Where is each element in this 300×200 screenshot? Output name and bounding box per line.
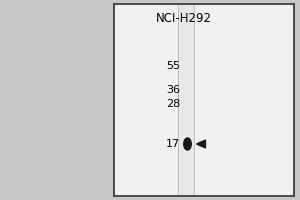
Bar bbox=[114, 4, 294, 196]
Text: 17: 17 bbox=[166, 139, 180, 149]
Text: 36: 36 bbox=[166, 85, 180, 95]
Polygon shape bbox=[196, 140, 206, 148]
Text: 55: 55 bbox=[166, 61, 180, 71]
Bar bbox=[178, 4, 194, 196]
Text: NCI-H292: NCI-H292 bbox=[156, 11, 212, 24]
Ellipse shape bbox=[184, 138, 191, 150]
Bar bbox=[114, 4, 294, 196]
Text: 28: 28 bbox=[166, 99, 180, 109]
